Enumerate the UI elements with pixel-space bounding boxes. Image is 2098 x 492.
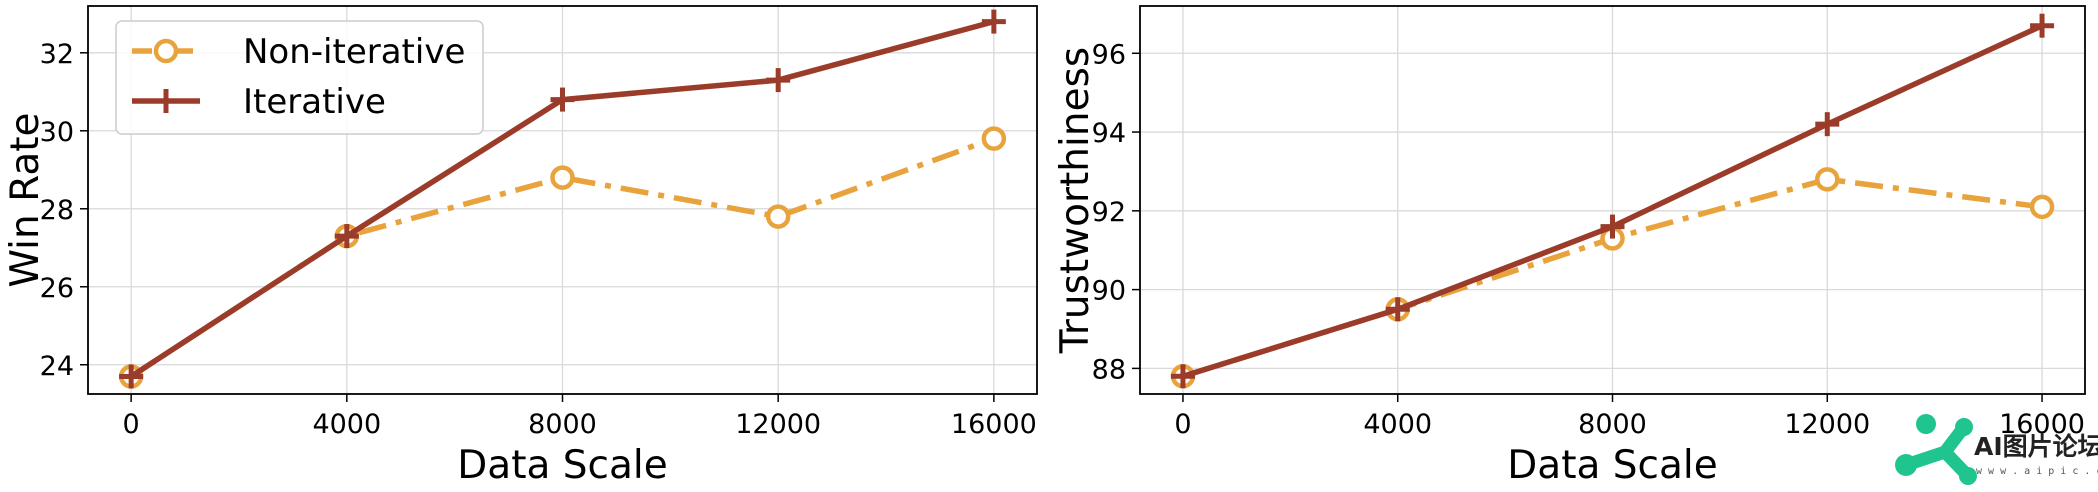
y-tick-label: 96: [1092, 39, 1126, 70]
watermark-title: AI图片论坛: [1974, 432, 2098, 461]
trustworthiness-chart: 0 4000 8000 12000 16000 88 90 92 94 96 Data Scale T…: [1053, 5, 2086, 488]
x-tick-label: 0: [1174, 409, 1191, 440]
legend-label: Non-iterative: [243, 32, 465, 72]
data-point-non-iterative: [981, 126, 1007, 151]
plot-frame: [87, 5, 1038, 395]
x-axis-label: Data Scale: [1507, 443, 1717, 488]
watermark: AI图片论坛 w w w . a i p i c . c c: [1895, 414, 2098, 485]
data-point-iterative: [981, 9, 1006, 34]
x-tick-label: 4000: [1363, 409, 1432, 440]
x-tick-label: 12000: [735, 409, 821, 440]
x-tick-label: 4000: [312, 409, 381, 440]
legend-box: [115, 20, 484, 135]
data-point-iterative: [766, 68, 791, 93]
watermark-url: w w w . a i p i c . c c: [1976, 466, 2098, 477]
y-tick-label: 32: [40, 39, 74, 70]
win-rate-chart: 0 4000 8000 12000 16000 24 26 28 30 32 Data Scale W…: [3, 5, 1038, 488]
y-tick-label: 30: [40, 117, 74, 148]
x-axis-label: Data Scale: [457, 443, 667, 488]
y-axis-label: Win Rate: [3, 112, 48, 287]
y-tick-label: 94: [1092, 118, 1126, 149]
data-point-non-iterative: [550, 165, 575, 190]
data-point-non-iterative: [1815, 167, 1840, 192]
y-axis-label: Trustworthiness: [1053, 47, 1098, 354]
y-tick-label: 88: [1092, 354, 1126, 385]
data-point-non-iterative: [765, 204, 791, 229]
data-point-iterative: [1600, 214, 1625, 239]
legend: Non-iterative Iterative: [115, 20, 484, 135]
x-tick-label: 16000: [1999, 409, 2085, 440]
legend-label: Iterative: [243, 82, 386, 122]
y-tick-label: 28: [40, 195, 74, 226]
x-tick-label: 8000: [1578, 409, 1647, 440]
y-tick-label: 90: [1092, 276, 1126, 307]
data-point-iterative: [1815, 112, 1840, 137]
data-point-iterative: [334, 224, 359, 249]
x-tick-label: 0: [123, 409, 140, 440]
data-point-iterative: [1170, 364, 1195, 389]
network-logo-icon: [1895, 414, 1977, 485]
x-tick-label: 16000: [951, 409, 1037, 440]
data-point-iterative: [1385, 297, 1410, 322]
y-tick-label: 26: [40, 273, 74, 304]
data-point-iterative: [119, 364, 144, 389]
x-tick-label: 12000: [1784, 409, 1870, 440]
data-point-iterative: [2030, 13, 2055, 38]
y-tick-label: 24: [40, 351, 74, 382]
plot-frame: [1139, 5, 2086, 395]
data-point-non-iterative: [2029, 194, 2055, 220]
legend-marker-non-iterative: [153, 38, 179, 64]
data-point-iterative: [550, 87, 575, 112]
x-tick-label: 8000: [528, 409, 597, 440]
y-tick-label: 92: [1092, 197, 1126, 228]
